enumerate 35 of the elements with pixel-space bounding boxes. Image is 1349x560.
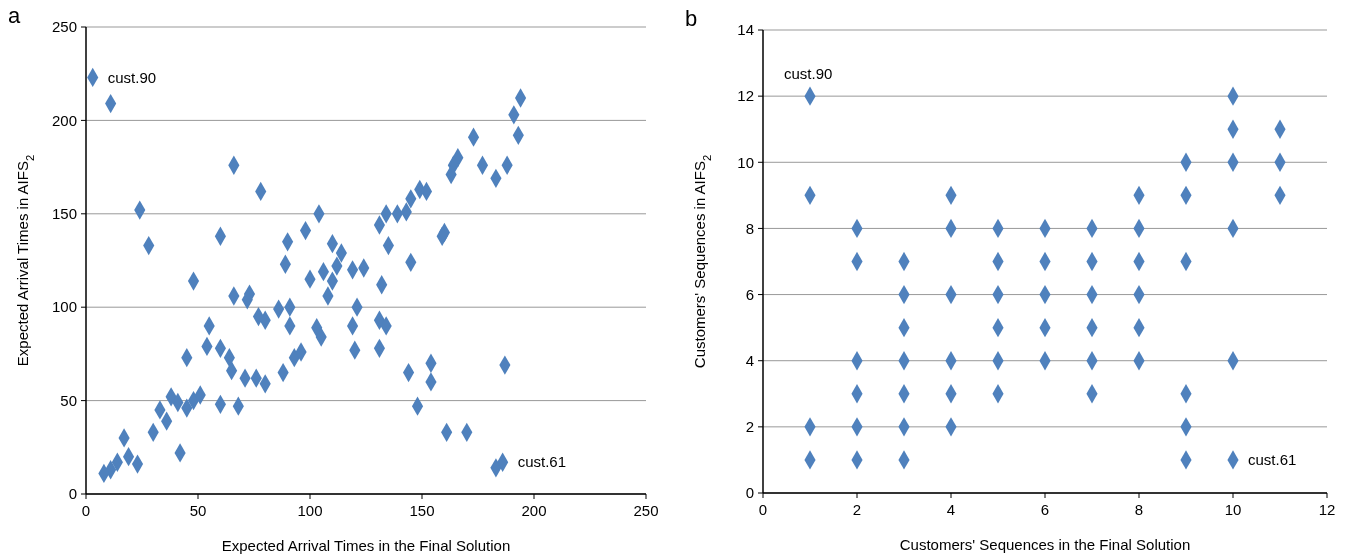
y-tick-label: 6 xyxy=(745,285,754,303)
y-tick-label: 100 xyxy=(51,298,77,316)
chart-title: a xyxy=(8,3,21,28)
x-axis-title: Expected Arrival Times in the Final Solution xyxy=(221,537,511,554)
x-axis-title: Customers' Sequences in the Final Solution xyxy=(899,536,1191,553)
y-tick-label: 14 xyxy=(737,21,754,39)
x-tick-label: 10 xyxy=(1224,501,1242,518)
y-tick-label: 10 xyxy=(737,153,754,171)
x-tick-label: 50 xyxy=(189,502,207,519)
y-tick-label: 200 xyxy=(51,111,77,129)
annotation: cust.61 xyxy=(517,453,567,471)
x-tick-label: 0 xyxy=(81,502,91,519)
y-tick-label: 250 xyxy=(51,18,77,36)
y-tick-label: 0 xyxy=(745,484,754,502)
x-tick-label: 200 xyxy=(521,502,547,519)
x-tick-label: 0 xyxy=(758,501,768,518)
x-tick-label: 2 xyxy=(852,501,862,518)
y-tick-label: 8 xyxy=(745,219,754,237)
annotation: cust.61 xyxy=(1248,451,1297,469)
chart-title: b xyxy=(685,6,698,31)
y-tick-label: 2 xyxy=(745,418,754,436)
y-tick-label: 150 xyxy=(51,205,77,223)
x-tick-label: 150 xyxy=(409,502,435,519)
x-tick-label: 6 xyxy=(1040,501,1050,518)
x-tick-label: 4 xyxy=(946,501,956,518)
y-tick-label: 4 xyxy=(745,351,754,369)
x-tick-label: 8 xyxy=(1134,501,1144,518)
x-tick-label: 12 xyxy=(1318,501,1336,518)
annotation: cust.90 xyxy=(784,65,833,83)
y-tick-label: 50 xyxy=(60,391,77,409)
y-tick-label: 0 xyxy=(68,485,77,503)
x-tick-label: 250 xyxy=(633,502,659,519)
annotation: cust.90 xyxy=(107,68,157,86)
x-tick-label: 100 xyxy=(297,502,323,519)
y-tick-label: 12 xyxy=(737,87,754,105)
